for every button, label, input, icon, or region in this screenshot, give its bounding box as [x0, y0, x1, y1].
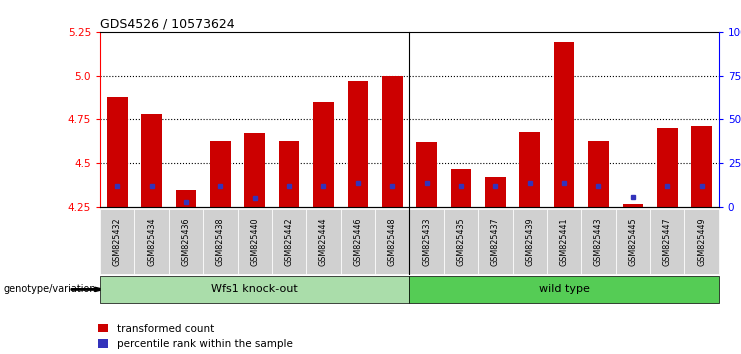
Bar	[348, 81, 368, 207]
Text: GSM825435: GSM825435	[456, 217, 465, 266]
Bar	[142, 114, 162, 207]
Bar	[657, 128, 677, 207]
Bar	[554, 42, 574, 207]
Bar	[176, 190, 196, 207]
Bar	[519, 132, 540, 207]
Text: GSM825449: GSM825449	[697, 217, 706, 266]
Text: GSM825440: GSM825440	[250, 217, 259, 266]
Bar	[107, 97, 127, 207]
Bar	[279, 141, 299, 207]
Text: wild type: wild type	[539, 284, 590, 295]
Bar	[210, 141, 230, 207]
Bar	[691, 126, 712, 207]
Text: GSM825434: GSM825434	[147, 217, 156, 266]
Text: GSM825446: GSM825446	[353, 217, 362, 266]
Text: GDS4526 / 10573624: GDS4526 / 10573624	[100, 18, 235, 31]
Bar	[622, 204, 643, 207]
Text: GSM825443: GSM825443	[594, 217, 603, 266]
Text: Wfs1 knock-out: Wfs1 knock-out	[211, 284, 298, 295]
Text: GSM825439: GSM825439	[525, 217, 534, 266]
Bar	[313, 102, 333, 207]
Bar	[382, 76, 402, 207]
Text: GSM825433: GSM825433	[422, 217, 431, 266]
Text: GSM825441: GSM825441	[559, 217, 568, 266]
Text: GSM825448: GSM825448	[388, 217, 396, 266]
Bar	[245, 133, 265, 207]
Text: GSM825445: GSM825445	[628, 217, 637, 266]
Text: GSM825447: GSM825447	[662, 217, 671, 266]
Text: GSM825442: GSM825442	[285, 217, 293, 266]
Bar	[485, 177, 505, 207]
Bar	[451, 169, 471, 207]
Text: genotype/variation: genotype/variation	[4, 284, 96, 295]
Text: GSM825436: GSM825436	[182, 217, 190, 266]
Bar	[416, 142, 437, 207]
Legend: transformed count, percentile rank within the sample: transformed count, percentile rank withi…	[98, 324, 293, 349]
Bar	[588, 141, 609, 207]
Text: GSM825437: GSM825437	[491, 217, 500, 266]
Text: GSM825438: GSM825438	[216, 217, 225, 266]
Text: GSM825432: GSM825432	[113, 217, 122, 266]
Text: GSM825444: GSM825444	[319, 217, 328, 266]
